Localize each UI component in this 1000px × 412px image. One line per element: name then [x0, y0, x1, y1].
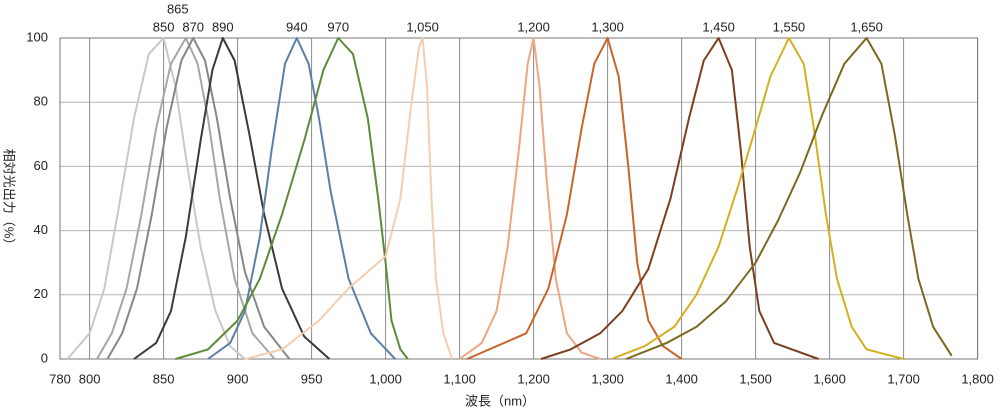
x-tick-label: 1,800: [961, 371, 994, 386]
peak-label: 870: [182, 19, 204, 34]
plot-frame: [59, 37, 979, 360]
x-tick-label: 1,400: [665, 371, 698, 386]
series-line: [133, 37, 331, 360]
peak-label: 890: [212, 19, 234, 34]
y-tick-label: 40: [34, 222, 48, 237]
series-line: [96, 37, 276, 360]
peak-label: 1,450: [702, 19, 735, 34]
x-tick-label: 1,500: [739, 371, 772, 386]
series-line: [625, 37, 953, 360]
y-tick-label: 60: [34, 158, 48, 173]
x-tick-label: 1,200: [517, 371, 550, 386]
peak-label: 850: [153, 19, 175, 34]
series-line: [244, 37, 454, 360]
peak-label: 970: [327, 19, 349, 34]
peak-label: 1,300: [591, 19, 624, 34]
series-line: [459, 37, 601, 360]
series-line: [66, 37, 246, 360]
series-line: [106, 37, 291, 360]
series-line: [610, 37, 904, 360]
peak-label: 1,200: [517, 19, 550, 34]
peak-label: 1,550: [773, 19, 806, 34]
series-line: [540, 37, 819, 360]
x-tick-label: 1,000: [369, 371, 402, 386]
peak-label: 940: [286, 19, 308, 34]
x-tick-label: 800: [79, 371, 101, 386]
peak-label: 1,050: [406, 19, 439, 34]
x-tick-label: 1,100: [443, 371, 476, 386]
x-tick-label: 850: [153, 371, 175, 386]
x-tick-label: 1,700: [887, 371, 920, 386]
series-line: [207, 37, 396, 360]
series-line: [466, 37, 683, 360]
series-line: [175, 37, 409, 360]
x-tick-label: 950: [301, 371, 323, 386]
x-axis-label: 波長（nm）: [465, 393, 535, 408]
x-tick-label: 780: [49, 371, 71, 386]
y-tick-label: 0: [41, 350, 48, 365]
x-tick-label: 1,300: [591, 371, 624, 386]
y-tick-label: 20: [34, 286, 48, 301]
x-tick-label: 900: [227, 371, 249, 386]
y-tick-label: 80: [34, 94, 48, 109]
y-axis-label: 相対光出力（%）: [2, 149, 17, 252]
peak-label: 1,650: [850, 19, 883, 34]
peak-label: 865: [167, 1, 189, 16]
x-tick-label: 1,600: [813, 371, 846, 386]
y-tick-label: 100: [26, 29, 48, 44]
